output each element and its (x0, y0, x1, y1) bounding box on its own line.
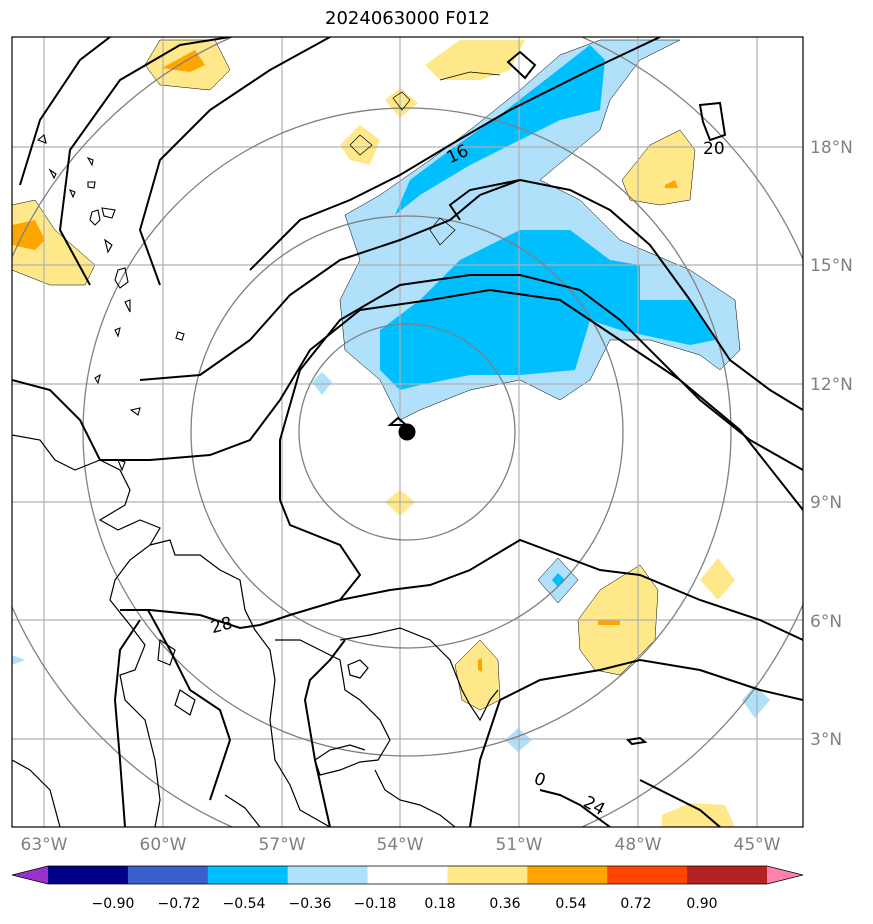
coastlines (12, 434, 499, 827)
colorbar-outline (11, 865, 804, 885)
range-rings (12, 37, 803, 827)
positive-field-10 (700, 558, 735, 600)
colorbar-label: −0.90 (92, 896, 135, 912)
contour-label-20: 20 (703, 139, 725, 159)
positive-field-5 (340, 125, 380, 165)
map-frame (11, 36, 804, 828)
colorbar-segment (447, 866, 528, 884)
colorbar-labels: −0.90 −0.72 −0.54 −0.36 −0.18 0.18 0.36 … (92, 896, 718, 912)
colorbar-label: −0.18 (354, 896, 397, 912)
positive-field-11 (662, 803, 735, 827)
colorbar-segment (367, 866, 448, 884)
lon-label: 45°W (734, 835, 781, 855)
lat-label: 18°N (810, 138, 853, 158)
lon-label: 57°W (259, 835, 306, 855)
lon-label: 51°W (496, 835, 543, 855)
positive-field-4 (621, 129, 696, 206)
contour-label-0: 0 (531, 769, 548, 791)
negative-field-medium (395, 45, 605, 215)
lon-label: 54°W (377, 835, 424, 855)
positive-field-3b (12, 220, 45, 250)
negative-field-small-3 (742, 685, 770, 718)
positive-field-2 (425, 40, 525, 80)
colorbar-label: −0.72 (158, 896, 201, 912)
colorbar-segment (127, 866, 209, 884)
shaded-field-layer (12, 39, 770, 827)
positive-field-4b (665, 180, 678, 188)
contour-label-layer: 16 20 24 28 0 (209, 139, 725, 820)
colorbar-label: 0.90 (686, 896, 717, 912)
lat-label: 3°N (810, 730, 842, 750)
negative-field-small-2b (552, 573, 565, 587)
lat-label: 12°N (810, 375, 853, 395)
contour-label-28: 28 (209, 613, 235, 638)
positive-field-9b (478, 658, 482, 672)
colorbar-label: 0.54 (555, 896, 586, 912)
colorbar-extend-low (12, 866, 48, 884)
colorbar-extend-high (767, 866, 803, 884)
colorbar-label: −0.54 (223, 896, 266, 912)
islands (36, 134, 185, 472)
lat-label: 6°N (810, 612, 842, 632)
lat-label: 9°N (810, 493, 842, 513)
colorbar-segment (607, 866, 688, 884)
colorbar-segment (287, 866, 369, 884)
contour-lines (12, 37, 803, 827)
thin-contour-lines (349, 71, 501, 246)
colorbar-segment (527, 866, 608, 884)
colorbar-label: −0.36 (289, 896, 332, 912)
lon-label: 63°W (21, 835, 68, 855)
latitude-labels: 3°N 6°N 9°N 12°N 15°N 18°N (810, 138, 853, 750)
lat-label: 15°N (810, 256, 853, 276)
negative-field-small-5 (12, 655, 25, 665)
lon-label: 48°W (615, 835, 662, 855)
colorbar (11, 865, 804, 885)
map-area[interactable]: 16 20 24 28 0 (0, 0, 839, 864)
lon-label: 60°W (140, 835, 187, 855)
colorbar-label: 0.36 (489, 896, 520, 912)
storm-center-marker[interactable] (398, 423, 416, 441)
colorbar-segment (687, 866, 768, 884)
positive-field-6 (385, 88, 418, 118)
colorbar-label: 0.18 (424, 896, 455, 912)
colorbar-label: 0.72 (620, 896, 651, 912)
positive-field-9 (454, 639, 501, 711)
positive-field-8b (598, 620, 620, 625)
colorbar-segment (48, 866, 129, 884)
map-title: 2024063000 F012 (325, 8, 490, 29)
negative-field-medium-2 (380, 230, 715, 390)
colorbar-segment (207, 866, 289, 884)
longitude-labels: 63°W 60°W 57°W 54°W 51°W 48°W 45°W (21, 835, 781, 855)
